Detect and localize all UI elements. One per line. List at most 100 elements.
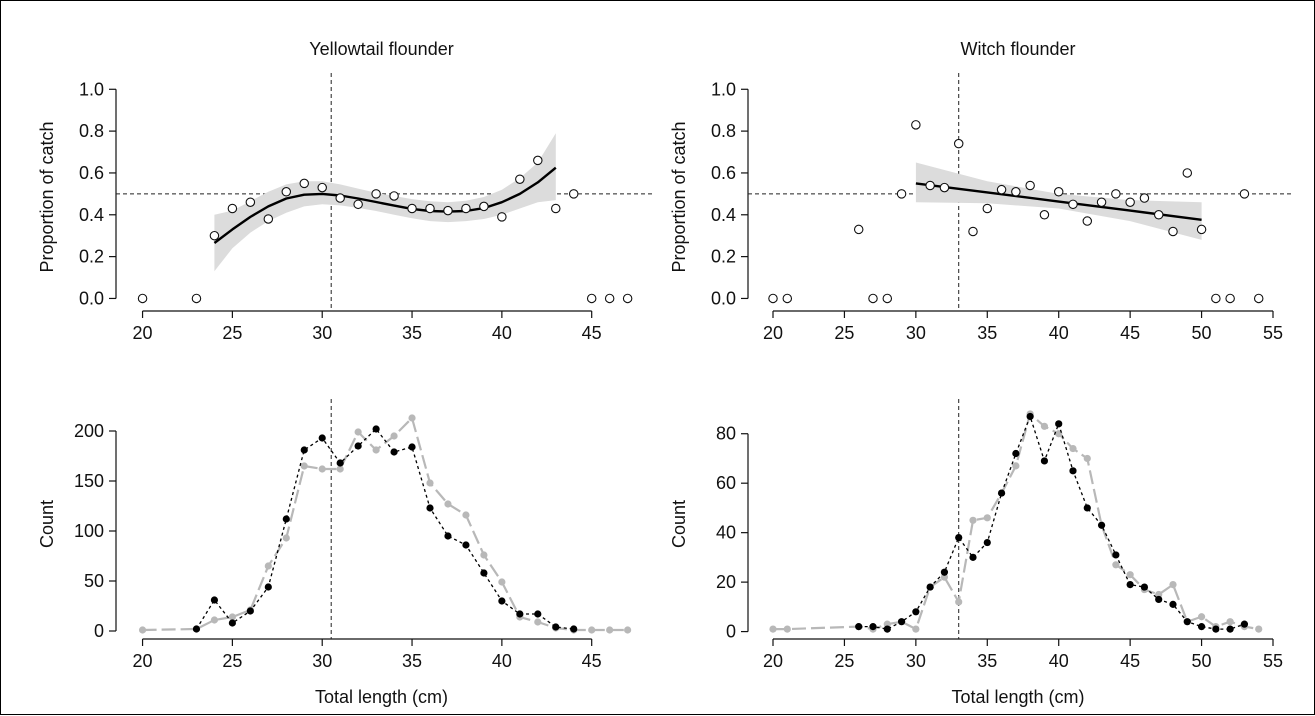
series-line-2 (195, 428, 574, 630)
y-tick-label: 0.0 (79, 288, 104, 308)
series-point-2 (1197, 623, 1206, 631)
x-tick-label: 30 (312, 651, 332, 671)
series-point-1 (1126, 571, 1134, 579)
series-point-1 (883, 620, 891, 628)
series-point-2 (408, 443, 416, 451)
x-tick-label: 45 (582, 651, 602, 671)
series-point-2 (997, 489, 1006, 497)
y-tick-label: 1.0 (711, 79, 736, 99)
series-point-2 (983, 538, 991, 547)
series-point-2 (1169, 600, 1177, 608)
series-point-1 (228, 613, 236, 621)
x-tick-label: 40 (492, 651, 512, 671)
fitted-curve (915, 182, 1202, 221)
data-point (353, 199, 363, 210)
data-point (137, 293, 148, 304)
series-point-2 (336, 459, 344, 467)
data-point (1211, 293, 1221, 304)
series-point-2 (1226, 625, 1234, 633)
series-point-2 (940, 568, 949, 576)
y-tick-label: 0.4 (79, 205, 104, 225)
y-tick-label: 0.4 (711, 205, 736, 225)
data-point (1182, 168, 1193, 178)
y-tick-label: 0.6 (711, 163, 736, 183)
series-point-2 (462, 541, 470, 549)
series-point-1 (588, 626, 596, 634)
y-tick-label: 50 (84, 571, 104, 591)
data-point (586, 293, 597, 304)
x-axis-label: Total length (cm) (315, 687, 448, 707)
y-tick-label: 200 (74, 421, 104, 441)
x-tick-label: 30 (312, 323, 332, 343)
series-point-2 (1212, 625, 1220, 633)
series-point-1 (1069, 444, 1077, 453)
data-point (1111, 189, 1121, 199)
data-point (1068, 199, 1078, 210)
y-tick-label: 1.0 (79, 79, 104, 99)
series-point-2 (228, 619, 236, 627)
data-point (389, 191, 399, 201)
y-tick-label: 20 (716, 572, 736, 592)
data-point (443, 205, 453, 216)
y-tick-label: 0.2 (79, 247, 104, 267)
series-point-2 (282, 515, 290, 523)
data-point (263, 214, 274, 224)
data-point (191, 293, 202, 304)
y-tick-label: 0 (94, 621, 104, 641)
data-point (1011, 187, 1021, 197)
series-point-1 (606, 626, 614, 634)
data-point (853, 224, 864, 235)
data-point (425, 203, 435, 214)
y-axis-label: Count (37, 500, 57, 548)
series-point-1 (372, 446, 380, 454)
series-point-1 (1226, 618, 1234, 626)
series-point-1 (210, 616, 219, 624)
series-point-1 (534, 618, 542, 626)
data-point (551, 203, 561, 214)
data-point (1196, 224, 1207, 235)
data-point (925, 180, 935, 191)
series-line-1 (773, 411, 1259, 631)
series-point-2 (1026, 412, 1034, 421)
series-point-1 (282, 534, 290, 542)
series-point-2 (192, 625, 201, 633)
series-point-1 (983, 514, 991, 522)
data-point (1096, 197, 1107, 207)
series-point-2 (210, 596, 219, 604)
series-point-2 (1140, 583, 1149, 591)
x-tick-label: 30 (906, 323, 926, 343)
y-axis-label: Count (669, 500, 689, 548)
data-point (515, 174, 525, 184)
data-point (407, 203, 417, 214)
data-point (317, 182, 327, 193)
y-tick-label: 0.0 (711, 288, 736, 308)
series-point-1 (426, 479, 434, 487)
series-point-2 (516, 610, 524, 618)
data-point (281, 187, 292, 197)
y-tick-label: 60 (716, 473, 736, 493)
y-tick-label: 0 (726, 622, 736, 642)
series-point-1 (769, 625, 777, 633)
series-point-2 (1126, 580, 1134, 589)
series-point-1 (1169, 580, 1177, 589)
series-point-2 (552, 623, 560, 631)
y-tick-label: 40 (716, 523, 736, 543)
y-tick-label: 0.2 (711, 247, 736, 267)
series-point-2 (969, 553, 977, 561)
series-point-1 (444, 500, 452, 508)
data-point (1053, 187, 1064, 197)
data-point (1025, 180, 1035, 191)
x-axis-label: Total length (cm) (951, 687, 1084, 707)
series-point-2 (1069, 467, 1077, 475)
x-tick-label: 50 (1192, 323, 1212, 343)
series-point-1 (318, 465, 326, 473)
data-point (209, 230, 220, 241)
x-tick-label: 25 (222, 323, 242, 343)
data-point (896, 189, 907, 199)
data-point (911, 120, 921, 130)
series-point-2 (354, 442, 362, 450)
data-point (568, 189, 579, 199)
y-tick-label: 0.8 (711, 121, 736, 141)
series-line-1 (142, 415, 628, 632)
